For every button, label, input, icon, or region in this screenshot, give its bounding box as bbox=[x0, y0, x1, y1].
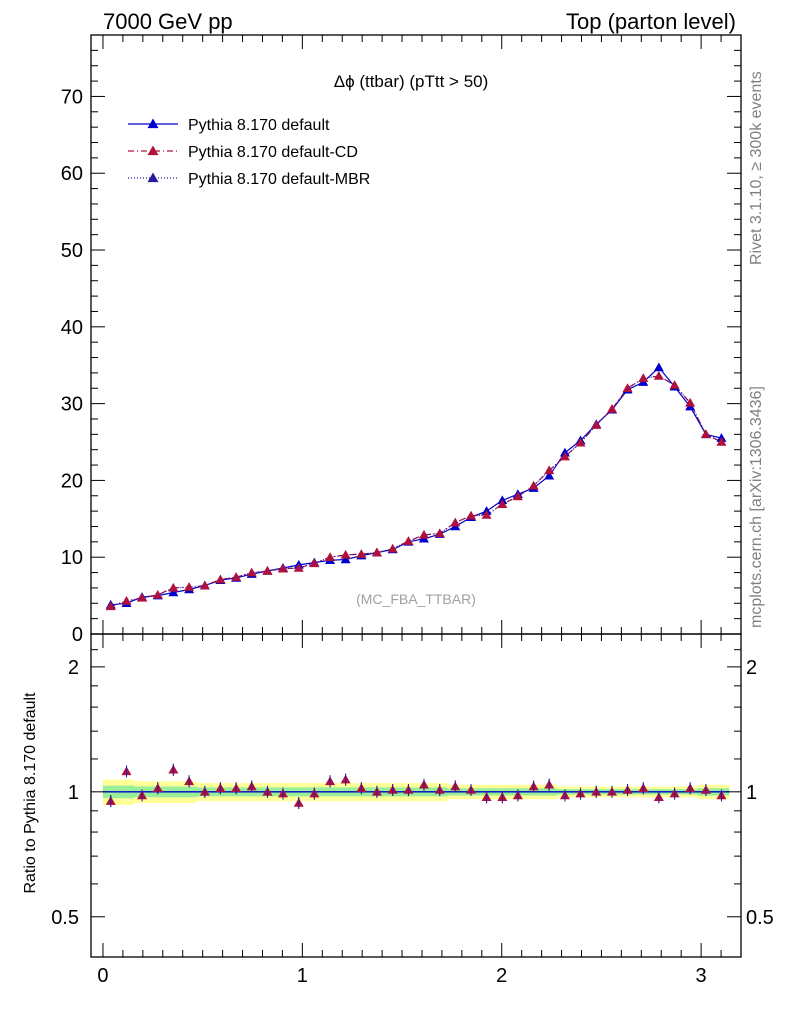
series-1-point bbox=[481, 509, 492, 519]
y-tick-label: 60 bbox=[61, 163, 83, 185]
y-tick-label: 10 bbox=[61, 547, 83, 569]
series-0-point bbox=[653, 362, 664, 372]
series-1-point bbox=[168, 582, 179, 592]
series-1-point bbox=[653, 370, 664, 380]
series-1-point bbox=[371, 547, 382, 557]
legend-label-2: Pythia 8.170 default-MBR bbox=[188, 171, 370, 188]
series-1-point bbox=[622, 383, 633, 393]
ratio-y-axis-label: Ratio to Pythia 8.170 default bbox=[22, 692, 39, 894]
y-tick-label: 0 bbox=[72, 624, 83, 646]
series-1-point bbox=[512, 491, 523, 501]
series-1-point bbox=[528, 480, 539, 490]
series-1-point bbox=[184, 582, 195, 591]
series-1-point bbox=[591, 420, 602, 429]
y-tick-label: 50 bbox=[61, 240, 83, 262]
series-1-point bbox=[606, 403, 617, 413]
series-1-point bbox=[121, 595, 132, 605]
y-tick-label: 40 bbox=[61, 317, 83, 339]
series-1-point bbox=[669, 380, 680, 389]
series-1-point bbox=[575, 437, 586, 447]
x-tick-label: 2 bbox=[496, 965, 507, 987]
header-right: Top (parton level) bbox=[566, 9, 736, 34]
series-1-point bbox=[105, 601, 116, 611]
series-1-point bbox=[638, 373, 649, 383]
series-line-1 bbox=[110, 375, 722, 607]
mcplots-label: mcplots.cern.ch [arXiv:1306.3436] bbox=[748, 386, 765, 628]
ratio-y-tick-label-right: 0.5 bbox=[746, 907, 774, 929]
series-1-point bbox=[246, 567, 257, 577]
series-1-point bbox=[716, 437, 727, 446]
ratio-y-tick-label-left: 0.5 bbox=[51, 907, 79, 929]
series-1-point bbox=[700, 429, 711, 439]
series-1-point bbox=[434, 528, 445, 538]
x-tick-label: 0 bbox=[97, 965, 108, 987]
series-line-2 bbox=[110, 375, 722, 607]
ratio-plot bbox=[102, 763, 730, 809]
series-1-point bbox=[325, 552, 336, 561]
header-left: 7000 GeV pp bbox=[103, 9, 233, 34]
ratio-plot-axes: 0.5 0.5 1 1 2 2 0 1 2 3 bbox=[51, 633, 774, 987]
main-plot bbox=[105, 362, 727, 611]
series-1-point bbox=[497, 499, 508, 508]
rivet-label: Rivet 3.1.10, ≥ 300k events bbox=[748, 71, 765, 265]
series-1-point bbox=[685, 397, 696, 407]
series-1-point bbox=[137, 592, 148, 602]
watermark-label: (MC_FBA_TTBAR) bbox=[356, 591, 476, 607]
series-1-point bbox=[559, 451, 570, 461]
series-0-point bbox=[168, 587, 179, 597]
x-tick-label: 3 bbox=[696, 965, 707, 987]
series-1-point bbox=[387, 543, 398, 553]
y-tick-label: 30 bbox=[61, 394, 83, 416]
legend: Pythia 8.170 default Pythia 8.170 default… bbox=[128, 117, 370, 188]
legend-marker-0 bbox=[147, 118, 159, 129]
series-1-point bbox=[199, 580, 210, 590]
series-1-point bbox=[340, 549, 351, 559]
series-0-point bbox=[340, 554, 351, 564]
series-1-point bbox=[278, 563, 289, 573]
ratio-y-tick-label-right: 1 bbox=[746, 782, 757, 804]
series-1-point bbox=[450, 517, 461, 527]
series-1-point bbox=[356, 549, 367, 558]
series-1-point bbox=[293, 562, 304, 572]
series-1-point bbox=[418, 529, 429, 539]
series-1-point bbox=[215, 574, 226, 584]
series-1-point bbox=[466, 510, 477, 520]
series-1-point bbox=[152, 589, 163, 599]
y-tick-label: 70 bbox=[61, 86, 83, 108]
legend-marker-2 bbox=[147, 172, 159, 183]
chart-title: Δϕ (ttbar) (pTtt > 50) bbox=[334, 72, 489, 91]
y-tick-label: 20 bbox=[61, 470, 83, 492]
series-1-point bbox=[403, 536, 414, 545]
series-1-point bbox=[309, 558, 320, 568]
series-1-point bbox=[544, 465, 555, 475]
legend-marker-1 bbox=[147, 145, 159, 156]
series-0-point bbox=[544, 470, 555, 480]
ratio-y-tick-label-right: 2 bbox=[746, 657, 757, 679]
series-1-point bbox=[231, 572, 242, 581]
main-plot-axes: 0 10 20 30 40 50 60 70 bbox=[61, 34, 742, 646]
ratio-y-tick-label-left: 1 bbox=[68, 782, 79, 804]
series-1-point bbox=[262, 566, 273, 575]
legend-label-0: Pythia 8.170 default bbox=[188, 117, 330, 134]
series-line-0 bbox=[110, 366, 722, 606]
legend-label-1: Pythia 8.170 default-CD bbox=[188, 144, 358, 161]
x-tick-label: 1 bbox=[297, 965, 308, 987]
ratio-y-tick-label-left: 2 bbox=[68, 657, 79, 679]
ratio-frame bbox=[90, 633, 742, 958]
